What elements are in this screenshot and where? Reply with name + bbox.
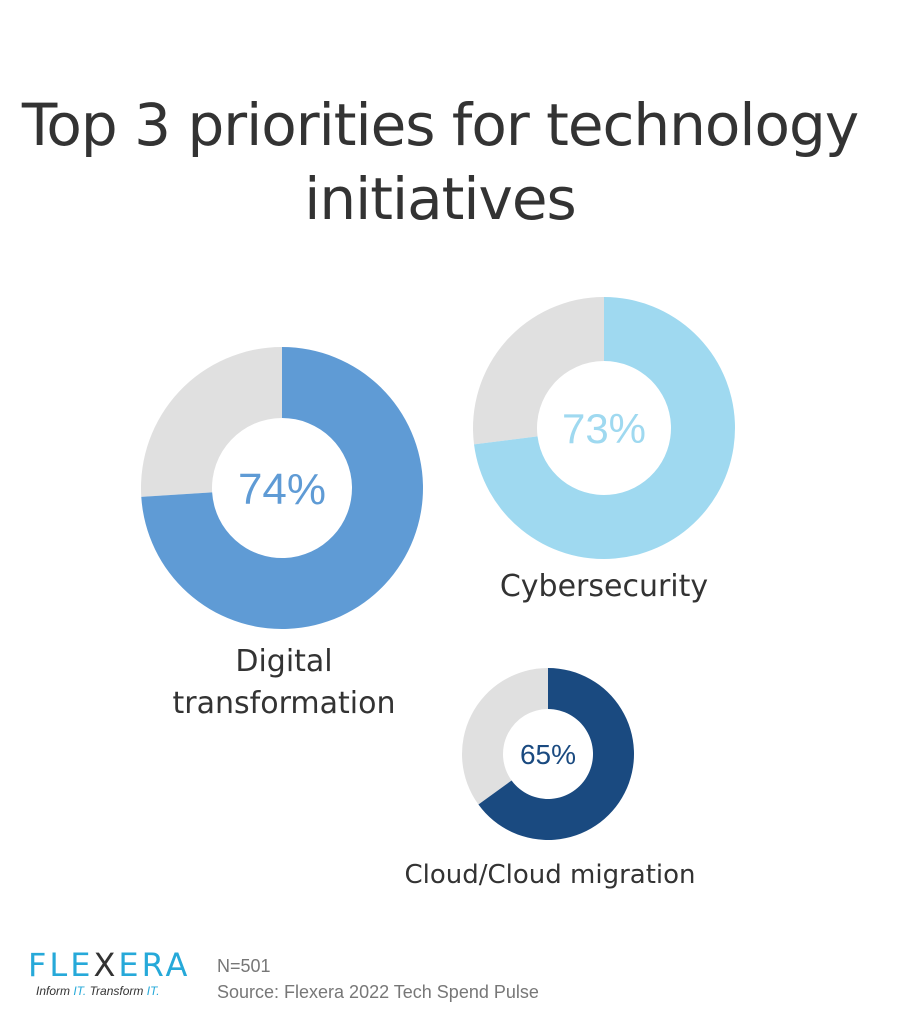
logo-tagline: Inform IT. Transform IT.	[36, 984, 160, 998]
sample-size: N=501	[217, 956, 271, 976]
donut-slice	[141, 347, 423, 629]
donut-remainder	[462, 668, 548, 805]
data-label: 65%	[520, 739, 576, 770]
label-cloud-migration: Cloud/Cloud migration	[404, 860, 696, 890]
label-digital-transformation: Digital transformation	[142, 641, 426, 725]
donut-slice	[478, 668, 634, 840]
donut-remainder	[141, 347, 282, 497]
footer: N=501 Source: Flexera 2022 Tech Spend Pu…	[217, 953, 539, 1005]
flexera-logo: FLEXERA Inform IT. Transform IT.	[28, 948, 188, 998]
source-note: Source: Flexera 2022 Tech Spend Pulse	[217, 982, 539, 1002]
chart-title: Top 3 priorities for technology initiati…	[21, 91, 859, 233]
label-line: Digital	[235, 644, 333, 679]
data-label: 74%	[238, 465, 326, 514]
label-cybersecurity: Cybersecurity	[499, 569, 709, 604]
label-line: transformation	[172, 686, 396, 721]
data-label: 73%	[562, 405, 646, 452]
logo-wordmark: FLEXERA	[28, 946, 191, 984]
donut-slice	[474, 297, 735, 559]
donut-remainder	[473, 297, 604, 445]
